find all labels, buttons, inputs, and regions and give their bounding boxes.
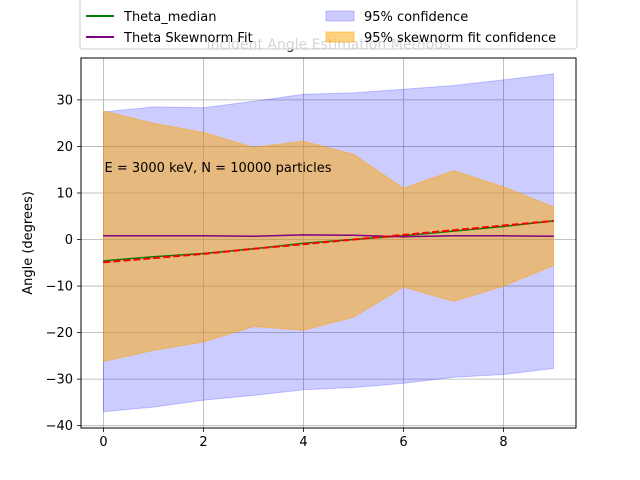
data-point — [552, 220, 555, 222]
data-point — [102, 260, 105, 262]
legend-box — [79, 0, 578, 50]
data-point — [152, 235, 155, 237]
data-point — [302, 234, 305, 236]
series-line-dashed — [103, 219, 554, 264]
data-point — [452, 235, 455, 237]
legend-swatch — [325, 10, 355, 22]
ticks: 0 2 4 6 8 −40 −30 −20 −10 0 10 20 30 — [46, 93, 508, 450]
data-point — [402, 236, 405, 238]
data-point — [102, 235, 105, 237]
data-point — [552, 235, 555, 237]
x-tick-label: 8 — [499, 435, 507, 450]
annotation-text: E = 3000 keV, N = 10000 particles — [105, 161, 332, 176]
legend-entry-label: 95% skewnorm fit confidence — [364, 31, 556, 46]
y-tick-label: 0 — [65, 233, 73, 248]
x-tick-label: 0 — [99, 435, 107, 450]
y-tick-label: −40 — [46, 419, 73, 434]
data-point — [452, 229, 455, 231]
y-tick-label: 10 — [56, 186, 73, 201]
data-point — [202, 235, 205, 237]
series-line-theta-skewnorm-fit — [103, 234, 554, 238]
data-point — [502, 224, 505, 227]
y-tick-label: 20 — [56, 140, 73, 155]
x-tick-label: 6 — [399, 435, 407, 450]
y-tick-label: −20 — [46, 326, 73, 341]
legend: Theta_median Theta Skewnorm Fit 95% confid… — [79, 0, 578, 50]
band-95-skewnorm-fit-confidence — [103, 110, 554, 363]
legend-entry-label: Theta Skewnorm Fit — [123, 31, 253, 46]
legend-entry-label: 95% confidence — [364, 10, 468, 25]
data-point — [402, 234, 405, 236]
data-point — [352, 234, 355, 236]
x-tick-label: 2 — [199, 435, 207, 450]
data-point — [152, 256, 155, 258]
data-point — [252, 248, 255, 250]
data-point — [502, 235, 505, 237]
y-tick-label: −10 — [46, 280, 73, 295]
legend-entry-label: Theta_median — [123, 10, 216, 25]
data-point — [152, 257, 155, 259]
series-lines — [102, 219, 555, 264]
y-tick-label: 30 — [56, 93, 73, 108]
axes-frame — [80, 57, 577, 429]
x-tick-label: 4 — [299, 435, 307, 450]
y-tick-label: −30 — [46, 373, 73, 388]
data-point — [302, 243, 305, 245]
data-point — [352, 238, 355, 241]
data-point — [252, 235, 255, 237]
y-axis-label: Angle (degrees) — [21, 191, 36, 295]
data-point — [102, 261, 105, 263]
legend-swatch — [325, 31, 355, 43]
data-point — [202, 253, 205, 255]
